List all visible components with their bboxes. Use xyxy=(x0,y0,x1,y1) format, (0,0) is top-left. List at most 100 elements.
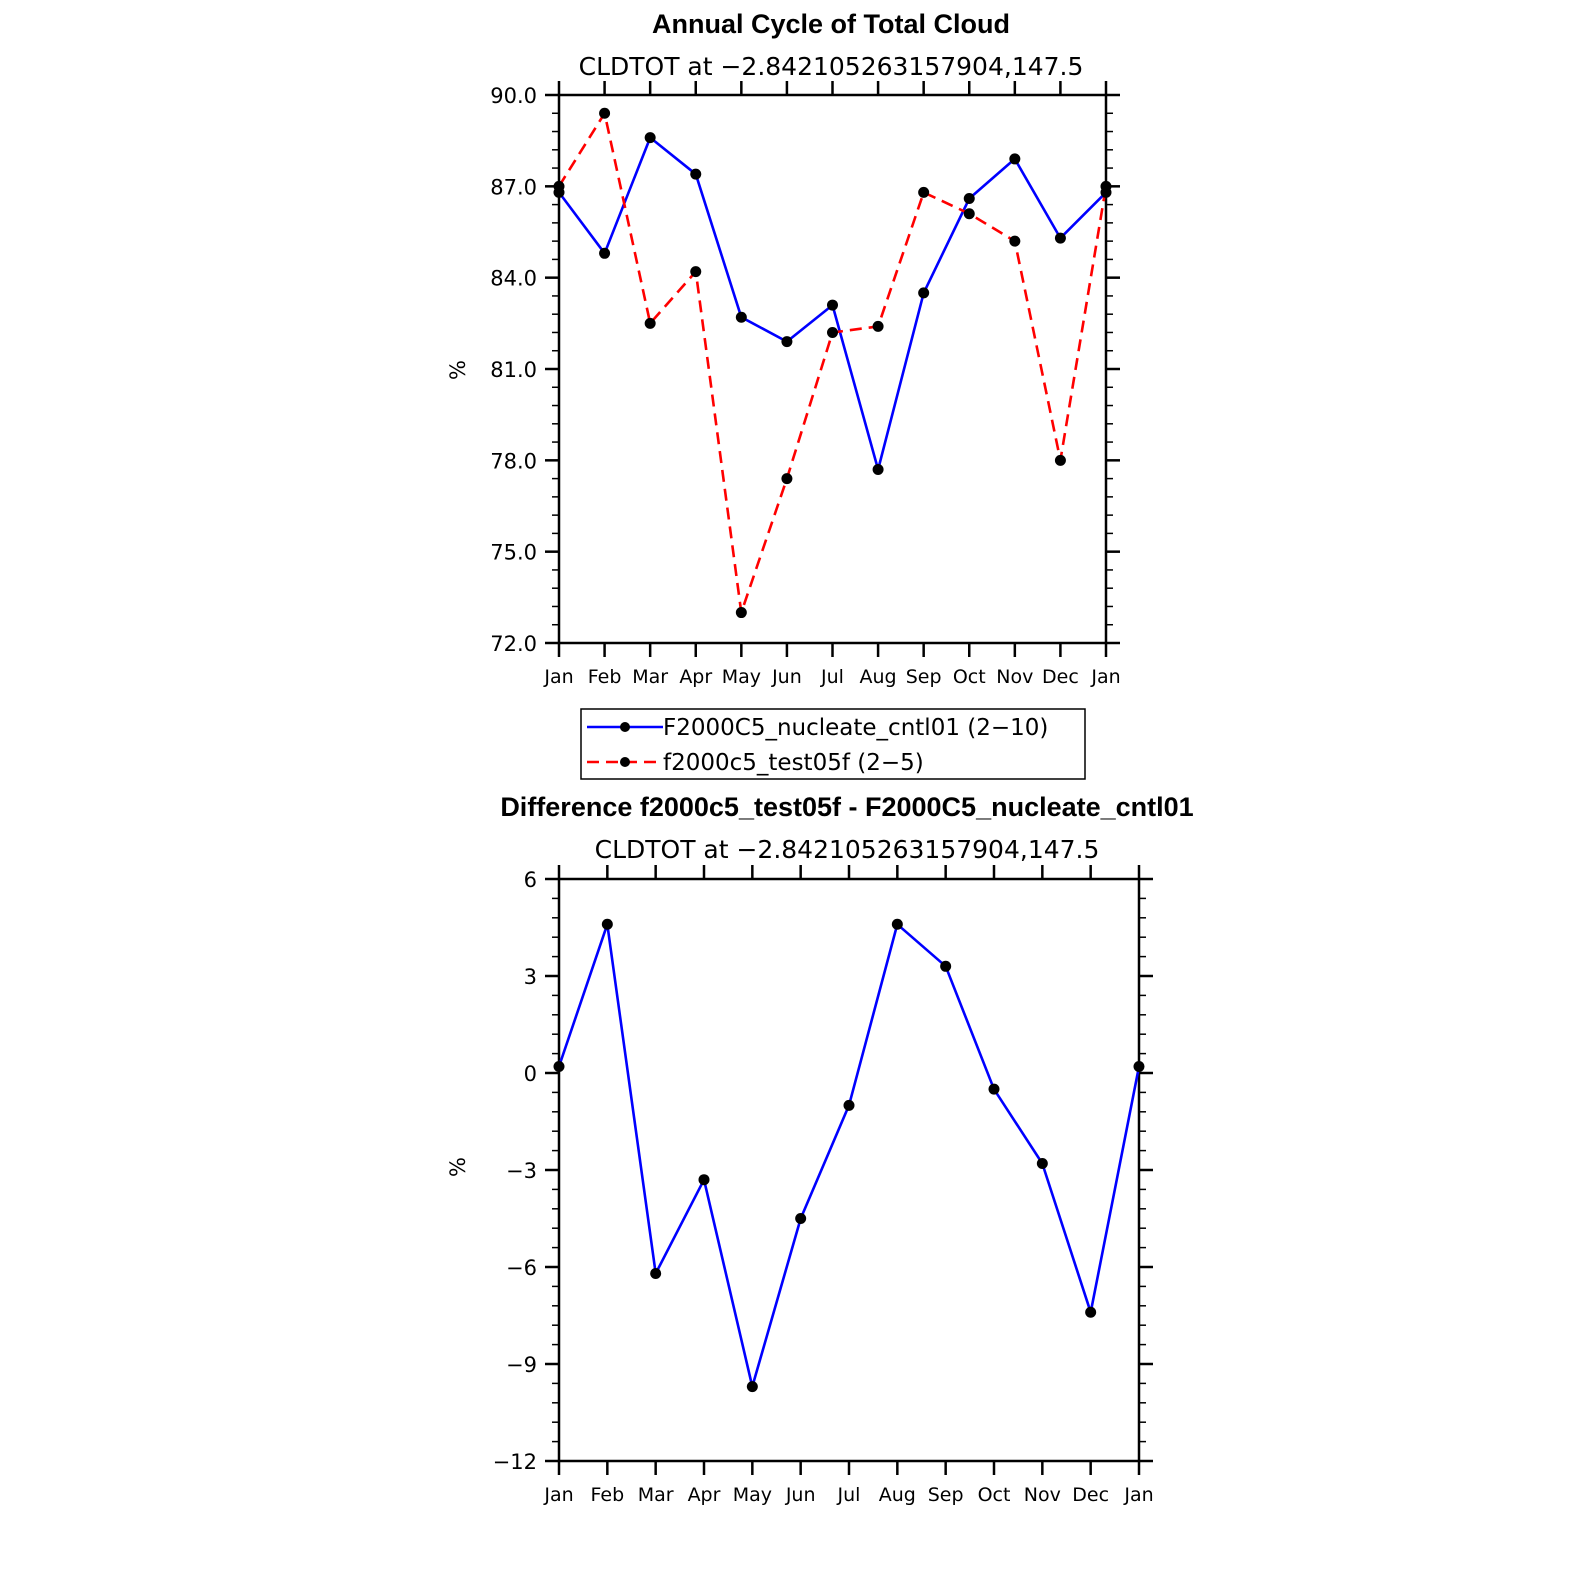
x-tick-label: Mar xyxy=(632,666,668,688)
data-point-0 xyxy=(735,311,747,323)
x-tick-label: Jul xyxy=(837,1484,861,1506)
data-point-0 xyxy=(781,336,793,348)
data-point-0 xyxy=(644,132,656,144)
legend-label-cntl: F2000C5_nucleate_cntl01 (2−10) xyxy=(663,715,1048,741)
data-point-0 xyxy=(872,463,884,475)
data-point-1 xyxy=(781,473,793,485)
y-tick-label: −6 xyxy=(506,1256,537,1280)
x-tick-label: Jan xyxy=(1123,1484,1153,1506)
data-point-0 xyxy=(690,168,702,180)
y-tick-label: −3 xyxy=(506,1159,537,1183)
x-tick-label: Jan xyxy=(543,1484,573,1506)
annual-cycle-chart: Annual Cycle of Total Cloud CLDTOT at −2… xyxy=(446,9,1121,780)
x-tick-label: Jul xyxy=(820,666,844,688)
y-tick-label: 90.0 xyxy=(490,84,537,108)
data-point-0 xyxy=(1036,1158,1048,1170)
x-tick-label: May xyxy=(722,666,761,688)
y-tick-label: −9 xyxy=(506,1353,537,1377)
legend-box xyxy=(580,708,1086,780)
data-point-0 xyxy=(746,1381,758,1393)
y-tick-label: 72.0 xyxy=(490,632,537,656)
data-point-1 xyxy=(735,607,747,619)
x-tick-label: Nov xyxy=(996,666,1033,688)
x-tick-label: Oct xyxy=(978,1484,1011,1506)
data-point-0 xyxy=(599,247,611,259)
data-point-1 xyxy=(599,107,611,119)
data-point-0 xyxy=(827,299,838,311)
data-point-0 xyxy=(1054,232,1066,244)
data-point-0 xyxy=(698,1174,710,1186)
chart-title: Difference f2000c5_test05f - F2000C5_nuc… xyxy=(500,792,1193,822)
data-point-0 xyxy=(891,918,903,930)
x-tick-label: Sep xyxy=(928,1484,964,1506)
series-line-1 xyxy=(557,112,1108,614)
series-group xyxy=(553,107,1112,619)
data-point-1 xyxy=(553,180,565,192)
data-point-0 xyxy=(1133,1061,1145,1073)
x-tick-label: Aug xyxy=(879,1484,916,1506)
data-point-0 xyxy=(795,1213,807,1224)
data-point-0 xyxy=(1085,1306,1097,1318)
series-line-0 xyxy=(557,922,1141,1388)
y-tick-label: 81.0 xyxy=(490,358,537,382)
x-tick-label: May xyxy=(733,1484,772,1506)
data-point-1 xyxy=(918,186,930,198)
data-point-1 xyxy=(963,208,975,220)
y-tick-label: 78.0 xyxy=(490,449,537,473)
x-tick-label: Apr xyxy=(688,1484,721,1506)
axis-ticks xyxy=(545,81,1120,657)
data-point-0 xyxy=(940,960,952,972)
y-tick-labels: 72.0 75.0 78.0 81.0 84.0 87.0 90.0 xyxy=(490,84,537,656)
x-tick-label: Aug xyxy=(860,666,897,688)
legend-label-test: f2000c5_test05f (2−5) xyxy=(663,750,924,776)
y-tick-label: 3 xyxy=(524,965,537,989)
x-tick-label: Feb xyxy=(588,666,622,688)
y-axis-label: % xyxy=(446,1157,470,1177)
legend-marker-cntl xyxy=(620,722,630,732)
data-point-0 xyxy=(843,1099,855,1111)
x-tick-label: Sep xyxy=(906,666,942,688)
data-point-0 xyxy=(963,193,975,205)
x-tick-label: Apr xyxy=(679,666,712,688)
data-point-1 xyxy=(827,326,838,338)
y-tick-label: 0 xyxy=(524,1062,537,1086)
data-point-0 xyxy=(918,287,930,299)
x-tick-label: Jan xyxy=(543,666,573,688)
data-point-1 xyxy=(1100,180,1112,192)
x-tick-label: Mar xyxy=(638,1484,674,1506)
data-point-1 xyxy=(1054,454,1066,466)
x-tick-labels: Jan Feb Mar Apr May Jun Jul Aug Sep Oct Nov Dec Jan xyxy=(543,1484,1153,1506)
data-point-0 xyxy=(1009,153,1021,165)
chart-subtitle: CLDTOT at −2.842105263157904,147.5 xyxy=(579,52,1084,81)
data-point-0 xyxy=(553,1061,565,1073)
y-tick-label: 75.0 xyxy=(490,541,537,565)
x-tick-label: Jun xyxy=(771,666,802,688)
x-tick-label: Jun xyxy=(785,1484,816,1506)
y-tick-label: 6 xyxy=(524,868,537,892)
x-tick-label: Dec xyxy=(1072,1484,1109,1506)
difference-chart: Difference f2000c5_test05f - F2000C5_nuc… xyxy=(446,792,1194,1506)
y-tick-label: 84.0 xyxy=(490,267,537,291)
x-tick-label: Oct xyxy=(953,666,986,688)
data-point-1 xyxy=(644,317,656,329)
axis-ticks xyxy=(545,865,1153,1475)
x-tick-label: Jan xyxy=(1090,666,1120,688)
data-point-0 xyxy=(650,1267,662,1279)
chart-subtitle: CLDTOT at −2.842105263157904,147.5 xyxy=(595,835,1100,864)
data-point-0 xyxy=(988,1083,1000,1095)
y-tick-label: −12 xyxy=(493,1450,537,1474)
y-axis-label: % xyxy=(446,360,470,380)
x-tick-labels: Jan Feb Mar Apr May Jun Jul Aug Sep Oct Nov Dec Jan xyxy=(543,666,1120,688)
data-point-1 xyxy=(872,320,884,332)
legend: F2000C5_nucleate_cntl01 (2−10) f2000c5_t… xyxy=(580,708,1086,780)
data-point-0 xyxy=(601,918,613,930)
series-group xyxy=(553,918,1145,1393)
y-tick-label: 87.0 xyxy=(490,175,537,199)
plot-frame xyxy=(557,877,1141,1463)
legend-marker-test xyxy=(620,757,630,767)
y-tick-labels: −12 −9 −6 −3 0 3 6 xyxy=(493,868,537,1474)
x-tick-label: Nov xyxy=(1024,1484,1061,1506)
x-tick-label: Feb xyxy=(591,1484,625,1506)
chart-title: Annual Cycle of Total Cloud xyxy=(652,9,1010,39)
